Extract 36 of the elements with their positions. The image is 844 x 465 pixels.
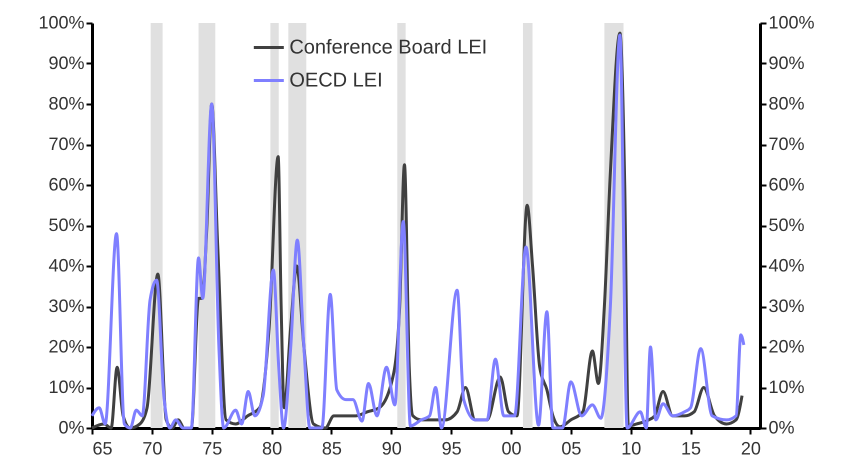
y2-tick-label: 40%: [768, 256, 805, 276]
y-tick-label: 20%: [48, 336, 84, 356]
y-tick-label: 90%: [48, 53, 84, 73]
x-tick-label: 05: [561, 438, 582, 458]
y2-tick-label: 20%: [768, 336, 805, 356]
x-tick-label: 95: [442, 438, 462, 458]
y2-tick-label: 30%: [768, 296, 805, 316]
x-tick-label: 00: [501, 438, 522, 458]
y2-tick-label: 60%: [768, 174, 805, 194]
y-tick-label: 40%: [48, 256, 84, 276]
y2-tick-label: 0%: [768, 418, 795, 438]
y-tick-label: 10%: [48, 377, 84, 397]
y-tick-label: 70%: [48, 134, 84, 154]
y-tick-label: 0%: [58, 418, 84, 438]
x-tick-label: 80: [262, 438, 282, 458]
y2-tick-label: 50%: [768, 215, 805, 235]
y2-tick-label: 90%: [768, 53, 805, 73]
x-tick-label: 85: [322, 438, 342, 458]
y-tick-label: 50%: [48, 215, 84, 235]
legend-label: OECD LEI: [289, 70, 383, 92]
x-tick-label: 90: [382, 438, 402, 458]
x-tick-label: 20: [740, 438, 761, 458]
y2-tick-label: 10%: [768, 377, 805, 397]
legend-label: Conference Board LEI: [289, 36, 488, 58]
y-tick-label: 100%: [38, 12, 84, 32]
y-tick-label: 30%: [48, 296, 84, 316]
x-tick-label: 15: [681, 438, 702, 458]
y-tick-label: 80%: [48, 94, 84, 114]
y2-tick-label: 70%: [768, 134, 805, 154]
y2-tick-label: 100%: [768, 12, 815, 32]
x-tick-label: 70: [142, 438, 162, 458]
y-tick-label: 60%: [48, 174, 84, 194]
x-tick-label: 10: [621, 438, 642, 458]
y2-tick-label: 80%: [768, 94, 805, 114]
x-tick-label: 65: [92, 438, 113, 458]
x-tick-label: 75: [202, 438, 222, 458]
